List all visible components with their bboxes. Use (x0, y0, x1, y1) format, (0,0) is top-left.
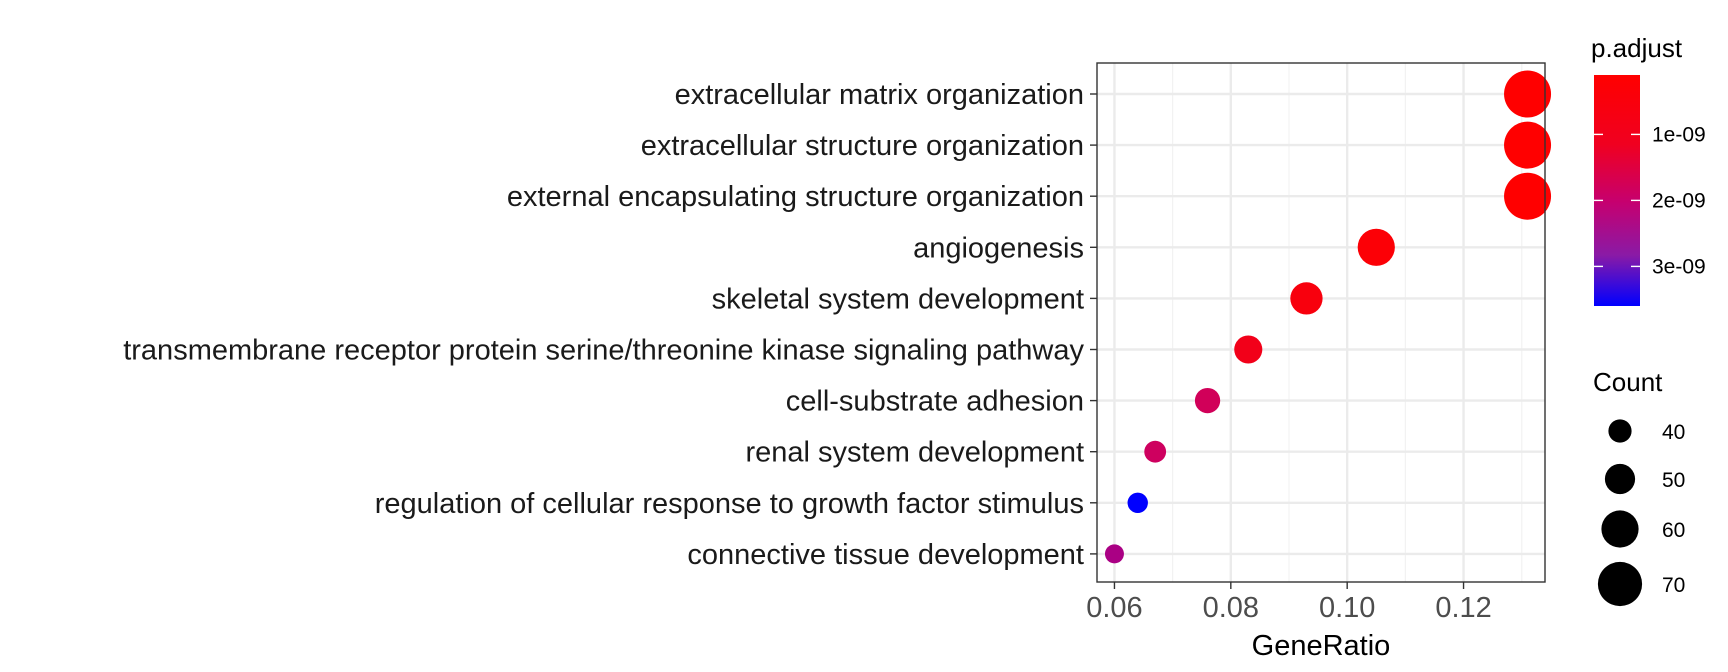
y-tick-label: extracellular matrix organization (675, 79, 1084, 111)
panel-background (1097, 63, 1545, 582)
panel-border (1096, 62, 1546, 583)
data-point (1144, 440, 1167, 463)
x-tick-label: 0.06 (1086, 592, 1142, 624)
y-tick-label: regulation of cellular response to growt… (375, 488, 1084, 520)
data-point (1504, 70, 1552, 118)
color-legend-ticks: 1e-09 2e-09 3e-09 (1594, 123, 1706, 278)
y-tick-label: skeletal system development (712, 283, 1084, 315)
data-point (1104, 544, 1124, 564)
data-point (1357, 228, 1395, 266)
size-legend-title: Count (1593, 367, 1663, 397)
y-tick-label: transmembrane receptor protein serine/th… (123, 335, 1084, 367)
size-legend-dot (1601, 510, 1639, 548)
color-legend-label: 3e-09 (1652, 255, 1706, 278)
x-tick-label: 0.12 (1435, 592, 1491, 624)
y-tick-label: extracellular structure organization (641, 130, 1084, 162)
color-legend-bar (1594, 75, 1640, 306)
size-legend-items: 40 50 60 70 (1597, 419, 1685, 607)
size-legend-label: 60 (1662, 519, 1685, 542)
size-legend-label: 70 (1662, 574, 1685, 597)
y-tick-label: renal system development (746, 437, 1085, 469)
x-tick-label: 0.08 (1203, 592, 1259, 624)
color-legend-label: 1e-09 (1652, 123, 1706, 146)
data-points (1104, 70, 1552, 564)
y-tick-label: external encapsulating structure organiz… (507, 181, 1084, 213)
size-legend-dot (1608, 419, 1632, 443)
size-legend-dot (1604, 463, 1636, 495)
color-legend-title: p.adjust (1591, 33, 1683, 63)
size-legend-label: 40 (1662, 421, 1685, 444)
data-point (1290, 282, 1323, 315)
color-legend-label: 2e-09 (1652, 189, 1706, 212)
size-legend: Count 40 50 60 70 (1593, 367, 1685, 607)
data-point (1127, 492, 1148, 513)
x-tick-label: 0.10 (1319, 592, 1375, 624)
data-point (1234, 335, 1263, 364)
data-point (1504, 172, 1552, 220)
color-legend: p.adjust 1e-09 2e-09 3e-09 (1591, 33, 1706, 306)
x-axis-title: GeneRatio (1252, 630, 1391, 662)
x-axis: 0.06 0.08 0.10 0.12 (1086, 582, 1492, 624)
y-tick-label: cell-substrate adhesion (786, 386, 1084, 418)
y-tick-label: connective tissue development (687, 539, 1084, 571)
size-legend-dot (1597, 561, 1643, 607)
data-point (1504, 121, 1552, 169)
y-tick-label: angiogenesis (913, 232, 1084, 264)
data-point (1194, 387, 1221, 414)
y-axis: extracellular matrix organization extrace… (123, 79, 1097, 571)
size-legend-label: 50 (1662, 469, 1685, 492)
